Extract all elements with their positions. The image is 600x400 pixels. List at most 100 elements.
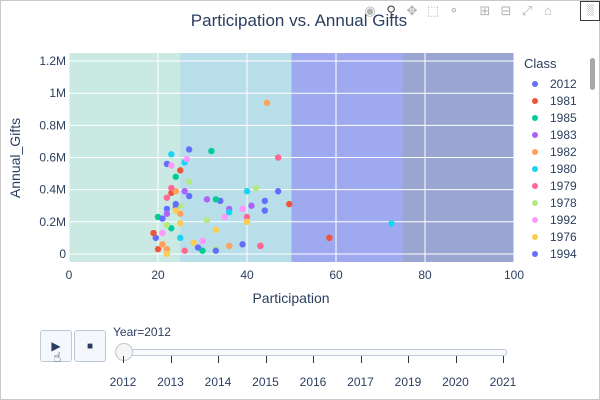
slider-step-2013[interactable]: 2013: [157, 375, 184, 389]
zoom-icon[interactable]: ⚲: [386, 3, 396, 18]
slider-tick: [313, 356, 314, 363]
point-1985-2[interactable]: [208, 147, 215, 155]
slider-step-2021[interactable]: 2021: [489, 375, 517, 389]
slider-step-2012[interactable]: 2012: [109, 375, 137, 389]
point-1980-5[interactable]: [177, 234, 184, 242]
legend-item-1980[interactable]: 1980: [532, 160, 594, 177]
point-1985-1[interactable]: [172, 173, 179, 180]
point-1982-2[interactable]: [177, 210, 184, 217]
point-2012-5[interactable]: [274, 188, 282, 195]
point-1992-3[interactable]: [239, 205, 246, 213]
x-tick-label: 100: [504, 268, 524, 282]
point-1985-5[interactable]: [168, 225, 175, 232]
legend-item-1976[interactable]: 1976: [532, 228, 594, 245]
legend-item-1992[interactable]: 1992: [532, 211, 594, 228]
point-1979-3[interactable]: [257, 242, 264, 250]
point-1982-4[interactable]: [226, 242, 233, 250]
legend-item-1985[interactable]: 1985: [532, 109, 594, 126]
point-1980-4[interactable]: [226, 208, 233, 216]
point-1981-2[interactable]: [177, 167, 184, 174]
point-1982-3[interactable]: [263, 99, 271, 107]
point-1980-2[interactable]: [243, 188, 251, 195]
legend-item-2012[interactable]: 2012: [532, 75, 594, 92]
point-1994-3[interactable]: [239, 241, 246, 248]
point-1979-0[interactable]: [163, 194, 171, 201]
slider-track[interactable]: [118, 349, 507, 356]
point-1992-5[interactable]: [199, 237, 206, 245]
point-1982-0[interactable]: [163, 245, 171, 253]
point-1981-4[interactable]: [326, 234, 333, 242]
point-1992-0[interactable]: [168, 162, 175, 169]
point-2012-6[interactable]: [163, 205, 171, 213]
stop-button[interactable]: ■: [74, 330, 106, 362]
x-tick-label: 60: [329, 268, 343, 282]
zoom-in-icon[interactable]: ⊞: [479, 3, 491, 18]
point-1979-4[interactable]: [243, 213, 251, 221]
point-1992-4[interactable]: [159, 229, 166, 237]
legend-item-1982[interactable]: 1982: [532, 143, 594, 160]
legend-scrollbar[interactable]: [590, 58, 595, 90]
point-1979-2[interactable]: [274, 154, 282, 161]
slider-step-2020[interactable]: 2020: [442, 375, 469, 389]
lasso-icon[interactable]: ⚬: [448, 3, 460, 18]
play-button[interactable]: ▶: [40, 330, 72, 362]
legend-marker: [532, 80, 538, 87]
slider-step-2019[interactable]: 2019: [394, 375, 422, 389]
point-1976-3[interactable]: [243, 218, 251, 226]
point-1983-0[interactable]: [163, 210, 171, 217]
point-1978-2[interactable]: [203, 217, 211, 224]
point-1992-1[interactable]: [183, 155, 191, 163]
reset-axes-icon[interactable]: ⌂: [544, 3, 552, 18]
slider-step-2017[interactable]: 2017: [347, 375, 374, 389]
point-1979-5[interactable]: [181, 247, 188, 254]
zoom-out-icon[interactable]: ⊟: [500, 3, 512, 18]
point-1981-6[interactable]: [154, 245, 162, 253]
point-1981-3[interactable]: [286, 200, 293, 208]
legend-label: 1976: [550, 229, 577, 244]
plotly-logo-icon[interactable]: ░: [580, 1, 600, 21]
point-1979-1[interactable]: [168, 184, 175, 192]
point-1978-1[interactable]: [185, 178, 193, 185]
point-1994-0[interactable]: [172, 200, 179, 208]
point-2012-0[interactable]: [152, 234, 159, 242]
box-select-icon[interactable]: ⬚: [426, 3, 440, 18]
point-1980-3[interactable]: [388, 220, 395, 227]
point-1994-4[interactable]: [261, 207, 268, 214]
point-2012-4[interactable]: [261, 197, 268, 205]
point-2012-2[interactable]: [185, 146, 193, 153]
legend-item-1983[interactable]: 1983: [532, 126, 594, 143]
point-1983-4[interactable]: [248, 202, 255, 209]
point-1983-2[interactable]: [203, 196, 211, 203]
legend-item-1994[interactable]: 1994: [532, 245, 594, 262]
slider-step-2016[interactable]: 2016: [299, 375, 327, 389]
point-1981-0[interactable]: [150, 229, 157, 237]
point-1976-1[interactable]: [177, 220, 184, 227]
slider-step-2014[interactable]: 2014: [204, 375, 232, 389]
point-1976-0[interactable]: [172, 207, 179, 214]
point-1982-5[interactable]: [159, 241, 166, 248]
point-1976-4[interactable]: [163, 250, 171, 258]
point-1976-5[interactable]: [212, 226, 220, 234]
point-1983-5[interactable]: [181, 188, 188, 195]
point-1978-0[interactable]: [163, 221, 171, 229]
legend-item-1979[interactable]: 1979: [532, 177, 594, 194]
autoscale-icon[interactable]: ⤢: [521, 3, 533, 18]
slider-handle[interactable]: [115, 343, 133, 361]
camera-icon[interactable]: ◉: [364, 3, 376, 18]
point-1976-2[interactable]: [190, 239, 197, 246]
point-1985-3[interactable]: [199, 247, 206, 254]
legend-item-1981[interactable]: 1981: [532, 92, 594, 109]
legend-item-1978[interactable]: 1978: [532, 194, 594, 211]
point-1994-5[interactable]: [159, 215, 166, 222]
point-1994-2[interactable]: [212, 247, 220, 254]
point-2012-7[interactable]: [194, 244, 202, 251]
pan-icon[interactable]: ✥: [406, 3, 418, 18]
point-1980-0[interactable]: [168, 151, 175, 158]
point-1978-3[interactable]: [252, 184, 260, 192]
point-1992-2[interactable]: [221, 213, 228, 221]
point-1982-1[interactable]: [172, 188, 179, 195]
slider-step-2015[interactable]: 2015: [252, 375, 279, 389]
point-1994-1[interactable]: [185, 192, 193, 200]
legend-label: 1981: [550, 93, 577, 108]
point-1985-4[interactable]: [212, 196, 220, 203]
